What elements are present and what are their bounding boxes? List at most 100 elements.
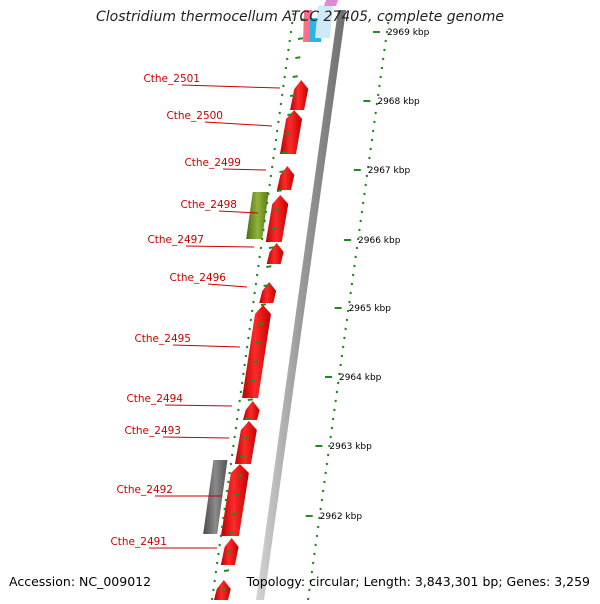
gene-leader-line (222, 168, 267, 171)
gene-arrow (259, 282, 277, 303)
outer-dot (333, 408, 336, 412)
minor-tick (223, 569, 230, 572)
ruler-track: 2969 kbp 2968 kbp 2967 kbp 2966 kbp 2965 kbp… (210, 12, 430, 601)
gene-arrow (246, 192, 269, 239)
outer-dot (343, 336, 346, 340)
outer-dot (310, 570, 314, 574)
minor-tick (250, 379, 256, 382)
outer-dot (325, 462, 329, 466)
inner-dot (254, 282, 258, 286)
inner-dot (283, 75, 286, 79)
inner-dot (252, 300, 255, 304)
inner-dot (213, 579, 216, 583)
gene-label: Cthe_2501 (143, 73, 200, 85)
minor-tick (229, 531, 235, 534)
accession-label: Accession: NC_009012 (9, 574, 152, 589)
feature-top-light (315, 6, 333, 38)
kbp-label: 2969 kbp (387, 28, 430, 38)
inner-dot (237, 408, 240, 412)
outer-dot (318, 516, 321, 520)
minor-tick (268, 246, 275, 249)
gene-label: Cthe_2492 (116, 484, 173, 496)
gene-arrow (279, 110, 303, 154)
inner-dot (247, 336, 250, 340)
inner-dot (248, 327, 251, 331)
inner-dot (212, 588, 215, 592)
outer-dot (364, 183, 367, 187)
inner-dot (229, 462, 233, 466)
gene-arrow (234, 421, 257, 464)
outer-dot (386, 21, 390, 25)
outer-dot (385, 30, 389, 34)
inner-dot (277, 120, 280, 124)
inner-dot (225, 489, 229, 493)
minor-tick (258, 322, 264, 325)
inner-dot (235, 417, 239, 421)
inner-dot (268, 183, 271, 187)
outer-dot (375, 102, 379, 106)
minor-tick (237, 474, 243, 477)
outer-dot (380, 66, 384, 70)
inner-dot (274, 138, 278, 142)
outer-dot (355, 246, 359, 250)
outer-dot (335, 390, 339, 394)
outer-dot (321, 489, 325, 493)
gene-label: Cthe_2498 (180, 199, 237, 211)
outer-dot (370, 138, 374, 142)
gene-label: Cthe_2495 (134, 333, 191, 345)
outer-dot (366, 165, 370, 169)
inner-dot (255, 273, 259, 277)
outer-dot (308, 588, 311, 592)
inner-dot (219, 534, 223, 538)
outer-dot (315, 534, 319, 538)
minor-tick (284, 132, 290, 135)
inner-dot (227, 480, 230, 484)
kbp-label: 2963 kbp (329, 442, 372, 452)
gene-leader-line (172, 344, 241, 348)
inner-dot (269, 174, 273, 178)
outer-dot (388, 12, 391, 16)
gene-leader-line (162, 436, 230, 439)
inner-dot (288, 39, 291, 43)
outer-dot (346, 309, 350, 313)
minor-tick (292, 75, 298, 78)
outer-dot (341, 345, 345, 349)
inner-dot (264, 210, 268, 214)
gene-arrow (242, 305, 271, 398)
gene-label: Cthe_2499 (184, 157, 241, 169)
kbp-label: 2967 kbp (368, 166, 411, 176)
gene-arrow (220, 464, 249, 536)
inner-dot (284, 66, 288, 70)
inner-dot (282, 84, 285, 88)
outer-dot (384, 39, 387, 43)
inner-dot (263, 219, 266, 223)
minor-tick (242, 436, 248, 439)
gene-label: Cthe_2497 (147, 234, 204, 246)
inner-dot (285, 57, 289, 61)
inner-dot (259, 246, 263, 250)
minor-tick (260, 303, 267, 306)
outer-dot (326, 453, 330, 457)
gene-leader-line (164, 404, 233, 407)
gene-arrow (265, 195, 289, 242)
gene-leader-line (218, 210, 259, 214)
minor-tick (221, 588, 227, 591)
outer-dot (383, 48, 386, 52)
inner-dot (273, 147, 276, 151)
outer-dot (330, 426, 334, 430)
minor-tick (287, 113, 293, 116)
inner-dot (232, 444, 235, 448)
minor-tick (271, 227, 277, 230)
inner-dot (243, 363, 246, 367)
outer-dot (368, 156, 371, 160)
gene-arrow (203, 460, 228, 534)
minor-tick (239, 455, 246, 458)
outer-dot (334, 399, 337, 403)
outer-dot (344, 327, 347, 331)
genome-backbone (256, 10, 346, 600)
gene-leader-line (207, 283, 248, 288)
inner-dot (215, 561, 219, 565)
inner-dot (234, 426, 238, 430)
inner-dot (275, 129, 279, 133)
